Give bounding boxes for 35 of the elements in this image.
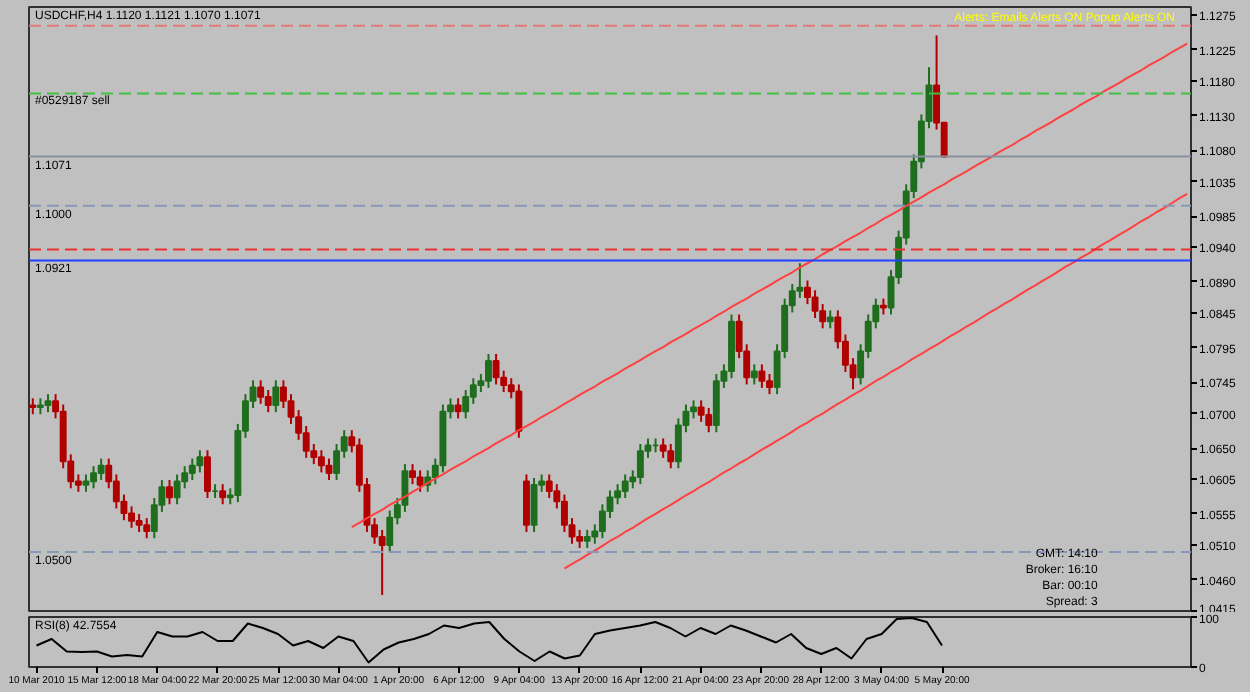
candlestick xyxy=(583,528,591,549)
candlestick xyxy=(143,517,151,540)
candlestick xyxy=(705,407,713,434)
candlestick xyxy=(416,469,424,493)
candlestick xyxy=(454,397,462,420)
candlestick xyxy=(636,443,644,486)
candlestick xyxy=(135,512,143,533)
candlestick xyxy=(166,479,173,506)
candlestick xyxy=(90,465,98,490)
candlestick xyxy=(530,476,538,533)
candlestick xyxy=(758,363,766,389)
candlestick xyxy=(826,309,834,330)
candlestick xyxy=(750,363,758,386)
candlestick xyxy=(264,388,272,414)
candlestick xyxy=(621,473,629,500)
line-series xyxy=(35,617,943,664)
line-series xyxy=(563,192,1189,570)
candlestick xyxy=(272,379,280,414)
candlestick xyxy=(44,393,52,414)
candlestick xyxy=(204,449,211,500)
candlestick xyxy=(257,379,265,405)
candlestick xyxy=(317,449,325,474)
candlestick xyxy=(173,473,181,506)
candlestick xyxy=(515,383,523,439)
candlestick xyxy=(219,483,227,506)
candlestick xyxy=(409,463,416,486)
candlestick xyxy=(196,449,204,474)
candlestick xyxy=(667,443,675,470)
line-series xyxy=(350,42,1189,529)
candlestick xyxy=(492,352,500,386)
candlestick xyxy=(188,457,196,482)
candlestick xyxy=(523,473,530,533)
candlestick xyxy=(545,473,553,500)
candlestick xyxy=(97,457,105,482)
candlestick xyxy=(485,352,492,389)
